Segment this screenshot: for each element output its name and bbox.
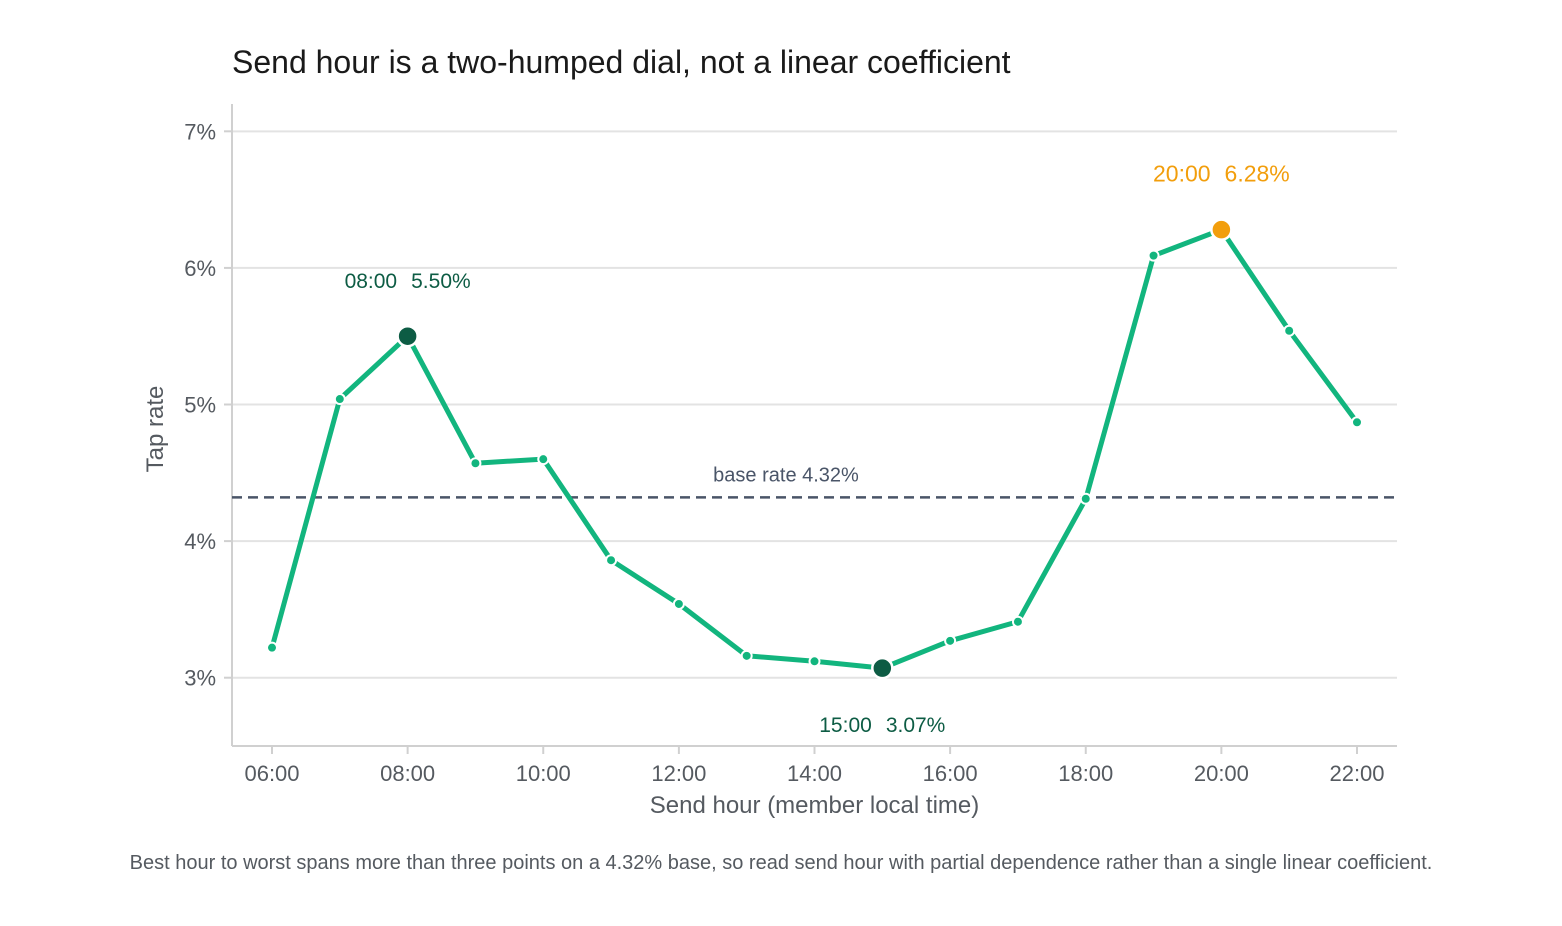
x-tick-label: 16:00 xyxy=(923,761,978,786)
annotations: 08:00 5.50% 15:00 3.07% 20:00 6.28% xyxy=(345,161,1290,737)
data-point xyxy=(1351,416,1363,429)
data-point xyxy=(1147,249,1160,262)
chart-title: Send hour is a two-humped dial, not a li… xyxy=(232,44,1011,80)
highlight-point xyxy=(1210,218,1233,241)
x-tick-label: 10:00 xyxy=(516,761,571,786)
data-point xyxy=(605,554,618,567)
annotation-hour: 20:00 xyxy=(1153,161,1211,187)
data-point xyxy=(333,393,346,406)
reference-line-group: base rate 4.32% xyxy=(232,464,1397,499)
base-rate-label: base rate 4.32% xyxy=(713,464,859,486)
data-point xyxy=(672,597,685,610)
x-axis-title: Send hour (member local time) xyxy=(650,792,979,819)
annotation-hour: 08:00 xyxy=(345,270,398,293)
y-tick-label: 4% xyxy=(184,529,216,554)
data-points xyxy=(266,218,1363,680)
annotation-label: 08:00 5.50% xyxy=(345,270,471,293)
x-tick-label: 06:00 xyxy=(244,761,299,786)
y-tick-label: 5% xyxy=(184,393,216,418)
x-tick-label: 18:00 xyxy=(1058,761,1113,786)
annotation-label: 15:00 3.07% xyxy=(819,714,945,737)
annotation-label: 20:00 6.28% xyxy=(1153,161,1290,187)
data-point xyxy=(266,641,278,654)
y-tick-label: 6% xyxy=(184,256,216,281)
line-chart: 3% 4% 5% 6% 7% 06:00 08:00 10:00 12:00 14:00 16:00… xyxy=(142,104,1397,819)
data-point xyxy=(808,655,821,668)
series-line-group xyxy=(269,227,1360,671)
y-axis-title: Tap rate xyxy=(142,386,169,473)
series-line xyxy=(269,227,1360,671)
x-tick-label: 20:00 xyxy=(1194,761,1249,786)
annotation-hour: 15:00 xyxy=(819,714,872,737)
highlight-point xyxy=(396,324,419,348)
y-tick-label: 3% xyxy=(184,666,216,691)
x-tick-label: 14:00 xyxy=(787,761,842,786)
annotation-value: 3.07% xyxy=(886,714,946,737)
highlight-point xyxy=(871,656,894,680)
data-point xyxy=(740,649,753,662)
x-tick-label: 12:00 xyxy=(651,761,706,786)
data-point xyxy=(1283,324,1296,337)
axes: 3% 4% 5% 6% 7% 06:00 08:00 10:00 12:00 14:00 16:00… xyxy=(142,104,1397,819)
gridlines xyxy=(232,130,1397,679)
data-point xyxy=(1011,615,1024,628)
annotation-value: 5.50% xyxy=(411,270,471,293)
x-tick-label: 08:00 xyxy=(380,761,435,786)
y-tick-label: 7% xyxy=(184,119,216,144)
annotation-value: 6.28% xyxy=(1225,161,1290,187)
data-point xyxy=(469,457,482,470)
data-point xyxy=(1079,492,1092,505)
chart-caption: Best hour to worst spans more than three… xyxy=(129,852,1433,874)
data-point xyxy=(944,634,957,647)
x-tick-label: 22:00 xyxy=(1329,761,1384,786)
data-point xyxy=(537,453,550,466)
